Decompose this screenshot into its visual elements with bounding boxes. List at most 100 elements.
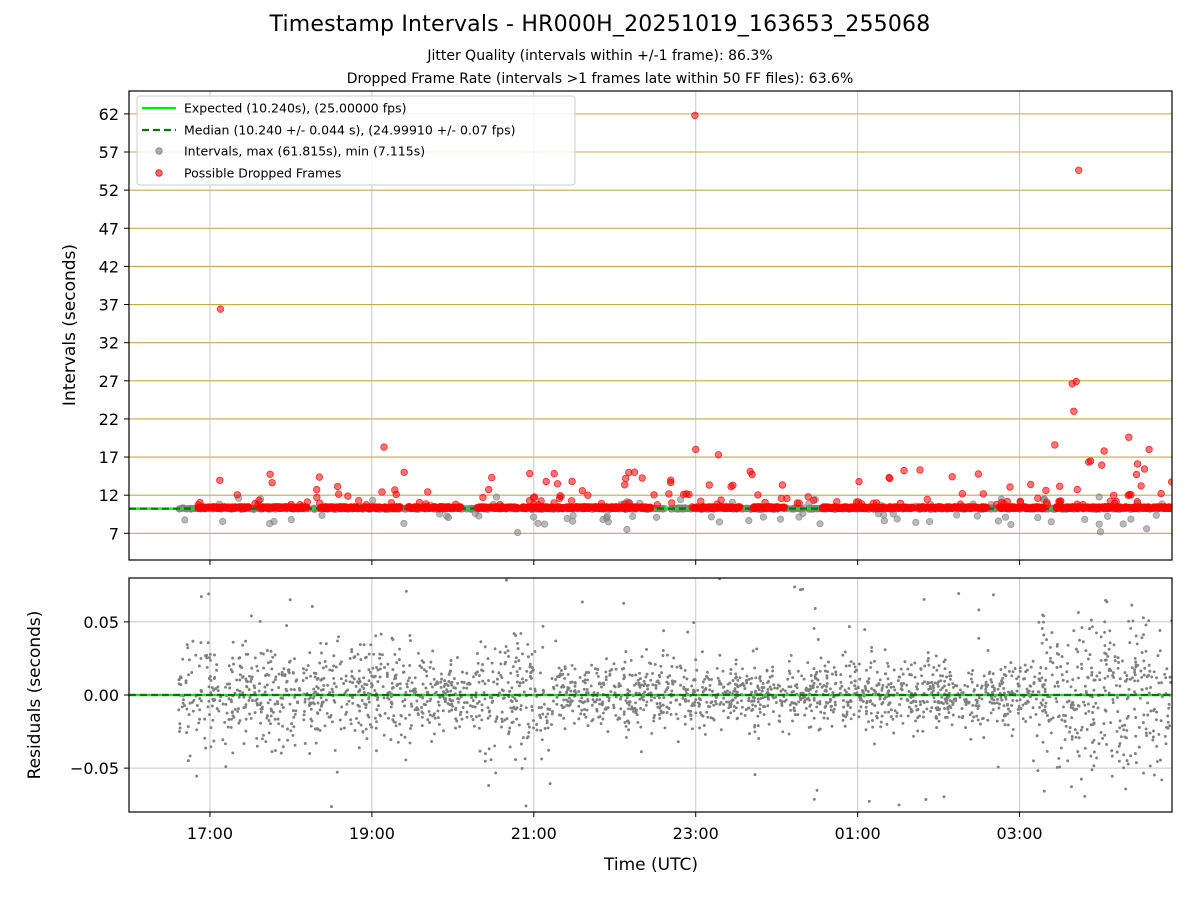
residual-point: [339, 727, 343, 731]
residual-point: [937, 712, 941, 716]
residual-point: [517, 723, 521, 727]
residual-point: [572, 721, 576, 725]
residual-point: [482, 690, 486, 694]
residual-point: [876, 711, 880, 715]
residual-point: [1037, 723, 1041, 727]
dropped-frame-point: [362, 501, 370, 509]
residual-point: [984, 683, 988, 687]
dropped-frame-point: [352, 504, 360, 512]
residual-point: [278, 710, 282, 713]
residual-point: [725, 700, 728, 704]
residual-point: [937, 664, 941, 668]
residual-point: [280, 670, 284, 674]
residual-point: [1056, 684, 1060, 688]
residual-point: [533, 649, 537, 653]
residual-point: [1059, 665, 1063, 669]
residual-point: [975, 714, 979, 718]
residual-point: [812, 667, 816, 671]
residual-point: [1103, 708, 1107, 712]
residual-point: [375, 708, 379, 712]
interval-point: [952, 511, 961, 519]
residual-point: [612, 703, 616, 707]
residual-point: [404, 690, 408, 694]
residual-point: [246, 652, 250, 656]
dropped-frame-point: [452, 500, 460, 508]
residual-point: [845, 700, 849, 704]
residual-point: [370, 682, 373, 685]
residual-point: [712, 718, 716, 722]
dropped-frame-point: [597, 499, 606, 508]
residual-point: [900, 684, 904, 688]
residual-point: [1135, 818, 1138, 821]
residual-point: [750, 699, 753, 703]
residual-point: [1038, 678, 1042, 682]
residual-point: [736, 716, 739, 720]
residual-point: [1044, 667, 1048, 670]
residual-point: [809, 674, 813, 677]
dropped-frame-point: [412, 504, 420, 512]
residual-point: [863, 628, 867, 632]
residual-point: [1017, 675, 1021, 679]
residual-point: [410, 681, 414, 685]
residual-point: [948, 677, 952, 681]
residual-point: [470, 696, 474, 700]
dropped-frame-point: [1079, 500, 1087, 509]
residual-point: [531, 668, 535, 672]
residual-point: [951, 685, 955, 689]
residual-point: [857, 662, 861, 666]
residual-point: [786, 677, 790, 681]
residual-point: [899, 682, 903, 686]
residual-point: [487, 784, 491, 787]
residual-point: [663, 690, 667, 694]
residual-point: [582, 687, 586, 691]
residual-point: [465, 710, 469, 714]
residual-point: [390, 681, 394, 685]
residual-point: [395, 661, 399, 665]
dropped-frame-point: [415, 498, 424, 507]
residual-point: [852, 713, 856, 717]
residual-point: [182, 698, 185, 702]
residual-point: [1090, 625, 1094, 629]
residual-point: [753, 696, 756, 700]
residual-point: [654, 686, 658, 690]
residual-point: [433, 716, 437, 720]
residual-point: [1103, 644, 1107, 648]
residual-point: [1103, 676, 1107, 680]
dropped-frame-point: [1133, 460, 1142, 468]
residual-point: [271, 710, 275, 714]
residual-point: [1127, 619, 1131, 623]
residual-point: [719, 682, 723, 686]
residual-point: [1102, 686, 1106, 689]
residual-point: [1086, 702, 1090, 706]
residual-point: [494, 720, 498, 723]
dropped-frame-point: [251, 499, 259, 508]
residual-point: [181, 657, 185, 661]
residual-point: [490, 701, 494, 704]
residual-point: [566, 688, 570, 692]
dropped-frame-point: [1070, 407, 1078, 415]
residual-point: [779, 689, 783, 693]
residual-point: [849, 681, 853, 685]
residual-point: [479, 640, 483, 644]
residual-point: [698, 711, 702, 715]
residual-point: [637, 681, 641, 685]
residual-point: [560, 703, 564, 707]
dropped-frame-point: [1026, 480, 1035, 489]
residual-point: [830, 724, 834, 728]
residual-point: [1016, 707, 1020, 711]
residual-point: [998, 684, 1002, 688]
residual-point: [1149, 686, 1153, 689]
residual-point: [1124, 679, 1127, 683]
interval-point: [759, 513, 768, 521]
residual-point: [949, 674, 953, 678]
residual-point: [840, 684, 844, 688]
residual-point: [628, 700, 631, 704]
residual-point: [805, 697, 809, 701]
residual-point: [887, 702, 891, 706]
residual-point: [892, 668, 896, 672]
residual-point: [238, 689, 242, 693]
residual-point: [345, 702, 349, 706]
residual-point: [1090, 741, 1094, 744]
residual-point: [1167, 702, 1171, 706]
